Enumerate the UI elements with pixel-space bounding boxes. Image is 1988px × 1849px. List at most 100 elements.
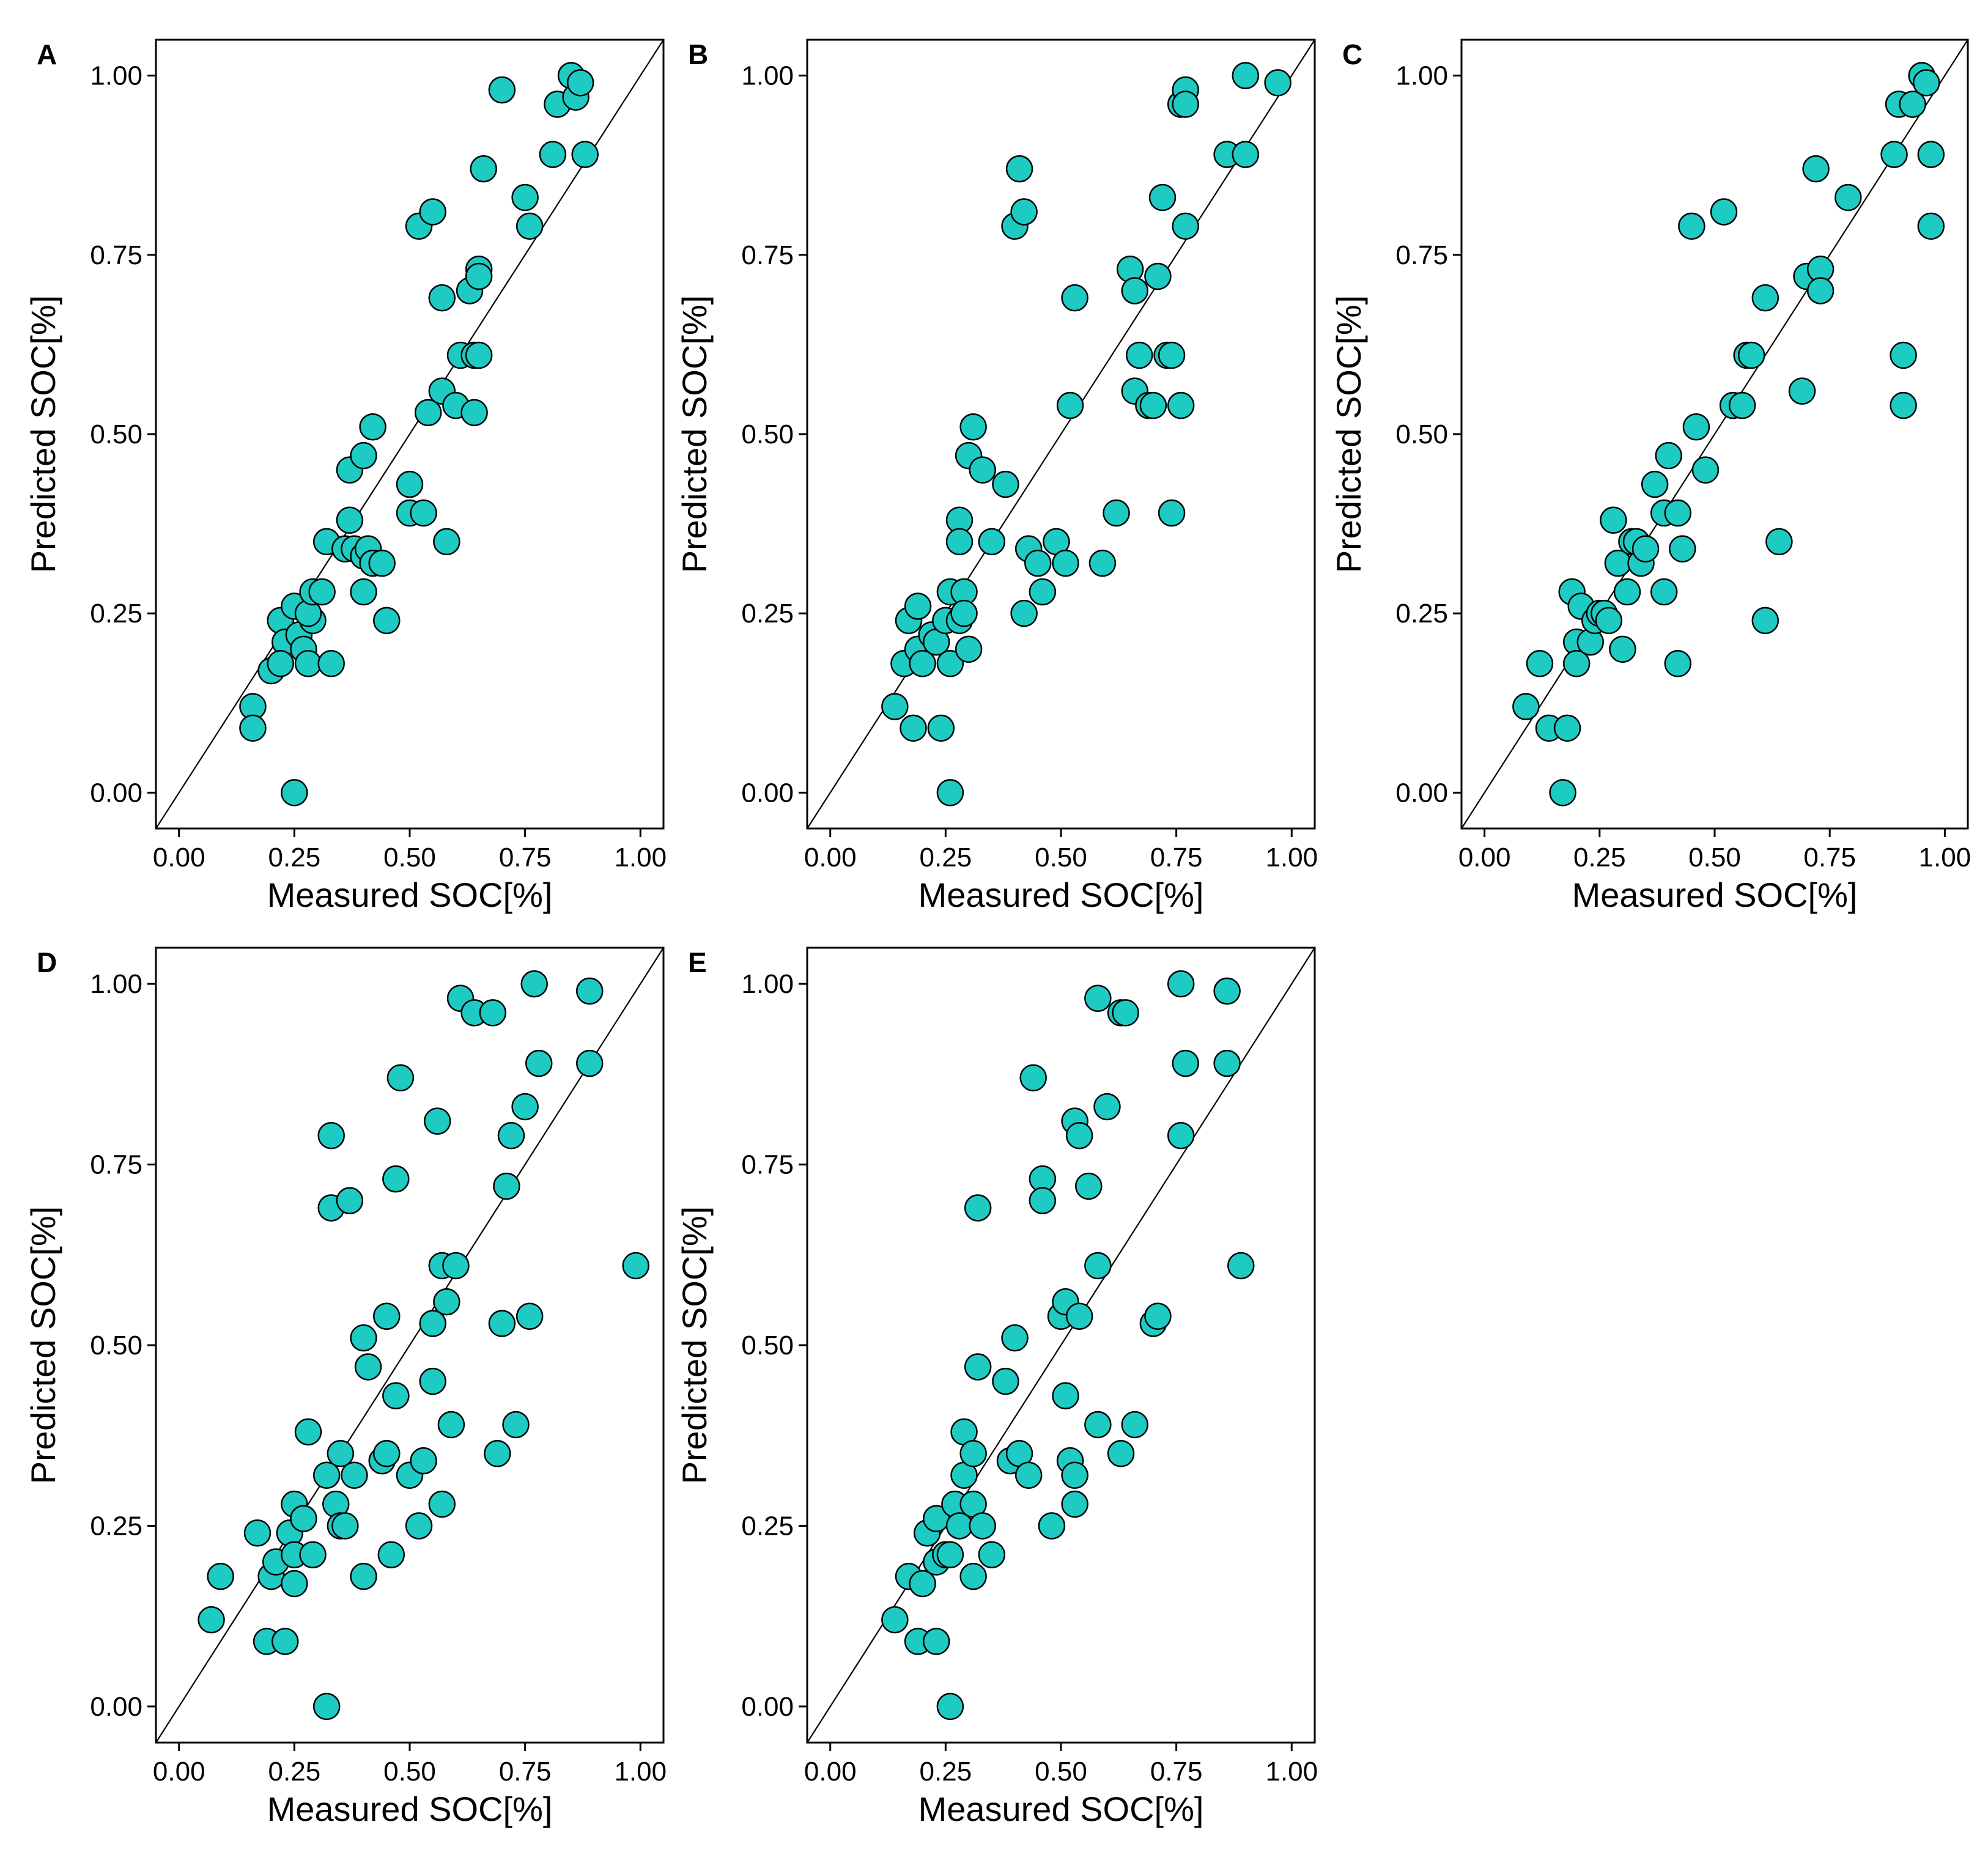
y-tick-label: 1.00 — [741, 969, 794, 999]
y-tick-label: 0.75 — [741, 1150, 794, 1180]
data-point — [1232, 62, 1260, 89]
data-point — [1010, 599, 1038, 627]
y-tick-label: 0.50 — [741, 1330, 794, 1360]
x-tick-label: 1.00 — [1265, 843, 1318, 873]
panel-label: D — [37, 947, 57, 978]
data-point — [1144, 1302, 1172, 1330]
panel-label: C — [1342, 39, 1362, 70]
x-tick-label: 1.00 — [614, 1757, 667, 1787]
x-tick-label: 0.75 — [499, 1757, 552, 1787]
data-point — [1227, 1252, 1255, 1280]
data-point — [410, 499, 437, 527]
data-point — [539, 141, 567, 168]
data-point — [923, 1628, 950, 1655]
panel-a: A 0.00 0.25 0.50 0.75 1.00 0.00 0.25 0.50 0.75 1.0… — [24, 39, 667, 914]
x-tick-label: 0.25 — [268, 1757, 321, 1787]
panel-label: A — [37, 39, 57, 70]
data-point — [294, 650, 322, 677]
data-point — [419, 198, 446, 226]
data-point — [1158, 499, 1186, 527]
data-point — [1029, 1187, 1057, 1214]
data-point — [936, 1692, 964, 1721]
data-point — [909, 1570, 936, 1598]
data-point — [1917, 212, 1945, 240]
x-tick-label: 0.50 — [1035, 1757, 1087, 1787]
data-point — [350, 441, 377, 470]
x-tick-label: 0.75 — [499, 843, 552, 873]
data-point — [1167, 970, 1195, 998]
x-axis-title: Measured SOC[%] — [918, 1790, 1204, 1828]
x-axis-title: Measured SOC[%] — [267, 876, 553, 914]
data-point — [1682, 413, 1710, 441]
data-point — [465, 341, 493, 369]
data-point — [1084, 984, 1112, 1012]
y-tick-label: 1.00 — [1395, 61, 1448, 91]
data-point — [1052, 549, 1079, 577]
panel-label: B — [688, 39, 708, 70]
x-axis-title: Measured SOC[%] — [918, 876, 1204, 914]
data-point — [1788, 377, 1816, 405]
data-point — [424, 1107, 451, 1135]
data-point — [1609, 635, 1636, 663]
data-point — [1158, 341, 1186, 369]
data-point — [936, 650, 964, 677]
y-tick-label: 0.25 — [90, 1511, 142, 1541]
data-point — [927, 714, 955, 742]
data-point — [1751, 607, 1779, 635]
data-point — [1001, 1324, 1029, 1352]
x-tick-label: 0.00 — [153, 1757, 205, 1787]
panel-d: D 0.00 0.25 0.50 0.75 1.00 0.00 0.25 0.50 0.75 1.0… — [24, 947, 667, 1828]
data-point — [1139, 391, 1167, 419]
data-point — [437, 1411, 465, 1439]
data-point — [1148, 183, 1177, 212]
data-point — [1084, 1411, 1112, 1439]
data-point — [382, 1165, 410, 1193]
data-point — [410, 1447, 437, 1475]
data-point — [1052, 1382, 1079, 1409]
panel-label: E — [688, 947, 707, 978]
data-point — [1010, 198, 1038, 226]
data-point — [386, 1064, 415, 1091]
data-point — [497, 1122, 525, 1150]
data-point — [1061, 1461, 1088, 1489]
data-point — [1880, 141, 1908, 168]
data-point — [1264, 69, 1291, 97]
y-tick-label: 1.00 — [90, 61, 142, 91]
data-point — [964, 1353, 992, 1381]
data-point — [331, 1512, 359, 1540]
data-point — [992, 470, 1019, 498]
data-point — [198, 1606, 225, 1634]
data-point — [1650, 578, 1678, 606]
data-point — [373, 1302, 401, 1330]
y-tick-label: 0.00 — [741, 778, 794, 808]
data-point — [515, 212, 544, 240]
panel-c: C 0.00 0.25 0.50 0.75 1.00 0.00 0.25 0.50 0.75 1.0… — [1329, 39, 1971, 914]
data-points — [881, 62, 1291, 806]
data-point — [1664, 650, 1692, 677]
data-point — [1029, 578, 1057, 606]
y-tick-label: 0.00 — [741, 1692, 794, 1722]
data-point — [336, 1187, 364, 1214]
data-point — [1014, 1461, 1043, 1489]
data-point — [959, 413, 987, 441]
data-point — [978, 528, 1006, 556]
data-point — [281, 1570, 308, 1598]
data-point — [881, 693, 909, 720]
data-point — [1890, 391, 1917, 419]
data-point — [1710, 198, 1738, 226]
data-point — [978, 1541, 1006, 1568]
x-axis-title: Measured SOC[%] — [1572, 876, 1858, 914]
data-point — [350, 1324, 377, 1352]
data-point — [317, 650, 345, 677]
data-point — [1056, 391, 1084, 419]
panel-b: B 0.00 0.25 0.50 0.75 1.00 0.00 0.25 0.50 0.75 1.0… — [675, 39, 1318, 914]
y-axis-title: Predicted SOC[%] — [1329, 295, 1368, 573]
data-point — [1061, 1490, 1088, 1518]
data-point — [576, 1049, 604, 1077]
y-tick-label: 0.50 — [741, 419, 794, 449]
data-point — [1562, 650, 1591, 677]
data-point — [1806, 277, 1835, 304]
y-tick-label: 0.50 — [90, 1330, 142, 1360]
data-point — [336, 506, 364, 534]
data-point — [576, 977, 604, 1005]
